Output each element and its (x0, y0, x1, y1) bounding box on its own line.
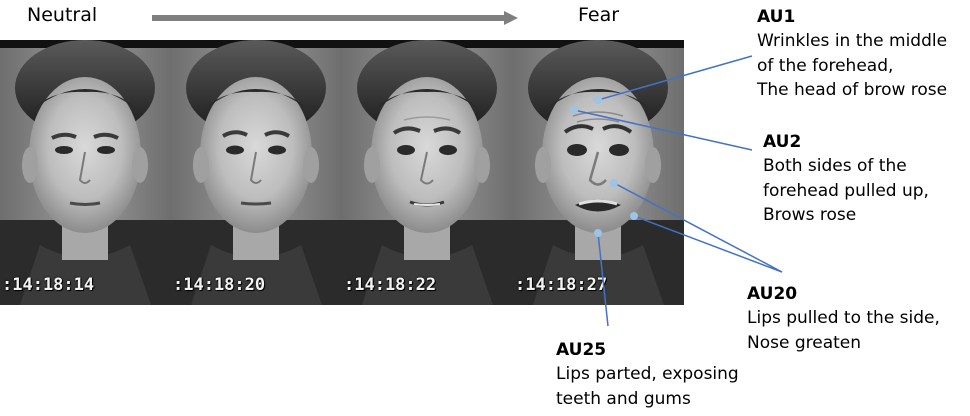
au25-description-line: teeth and gums (556, 388, 691, 409)
au2-title: AU2 (763, 132, 802, 152)
neutral-label: Neutral (27, 4, 98, 26)
face-frame-strip: :14:18:14 :14:18:20 (0, 40, 684, 305)
frame-timestamp: :14:18:14 (2, 275, 95, 295)
au2-description-line: Both sides of the (763, 156, 907, 177)
face-frame-2: :14:18:20 (171, 40, 342, 305)
progression-arrow (152, 11, 518, 25)
au1-description-line: The head of brow rose (757, 79, 948, 100)
au25-annotation: AU25 Lips parted, exposing teeth and gum… (556, 338, 739, 411)
au20-annotation: AU20 Lips pulled to the side, Nose great… (747, 282, 940, 355)
face-image-fear (513, 40, 684, 305)
face-image-apex-approach (342, 40, 513, 305)
au25-description-line: Lips parted, exposing (556, 364, 739, 385)
au25-title: AU25 (556, 340, 607, 360)
au1-title: AU1 (757, 7, 796, 27)
au1-description-line: of the forehead, (757, 55, 894, 76)
au1-description-line: Wrinkles in the middle (757, 31, 948, 52)
face-frame-4: :14:18:27 (513, 40, 684, 305)
au20-description-line: Lips pulled to the side, (747, 308, 940, 329)
face-frame-1: :14:18:14 (0, 40, 171, 305)
au2-description-line: forehead pulled up, (763, 180, 929, 201)
face-image-neutral (0, 40, 171, 305)
frame-timestamp: :14:18:22 (344, 275, 437, 295)
face-frame-3: :14:18:22 (342, 40, 513, 305)
au2-annotation: AU2 Both sides of the forehead pulled up… (763, 130, 929, 227)
face-image-onset (171, 40, 342, 305)
frame-timestamp: :14:18:20 (173, 275, 266, 295)
frame-timestamp: :14:18:27 (515, 275, 608, 295)
au2-description-line: Brows rose (763, 204, 857, 225)
au1-annotation: AU1 Wrinkles in the middle of the forehe… (757, 5, 947, 102)
au20-title: AU20 (747, 284, 798, 304)
au20-description-line: Nose greaten (747, 332, 862, 353)
fear-label: Fear (578, 4, 620, 26)
